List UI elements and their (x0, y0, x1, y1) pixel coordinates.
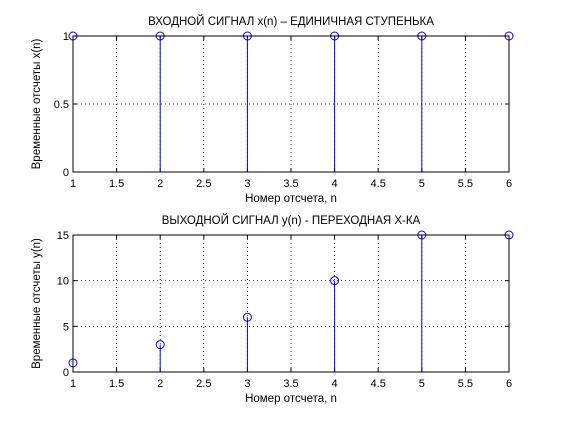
x-tick-label: 2.5 (196, 178, 211, 190)
x-tick-label: 4.5 (371, 178, 386, 190)
y-tick-label: 10 (57, 276, 69, 288)
y-tick-label: 0.5 (54, 99, 69, 111)
x-tick-label: 5 (419, 178, 425, 190)
y-tick-label: 15 (57, 230, 69, 242)
x-tick-label: 4 (332, 378, 338, 390)
stem-marker (155, 340, 165, 350)
x-tick-label: 1.5 (109, 178, 124, 190)
x-tick-label: 2 (157, 378, 163, 390)
axes-box (72, 35, 510, 173)
chart-title: ВХОДНОЙ СИГНАЛ x(n) – ЕДИНИЧНАЯ СТУПЕНЬК… (148, 15, 434, 28)
x-tick-label: 5 (419, 378, 425, 390)
axes-box (72, 234, 510, 373)
subplot-2: 1 1.5 2 2.5 3 3.5 4 4.5 5 5.5 6 0 5 10 15 ВЫХОДНОЙ СИГН… (31, 214, 514, 405)
chart-title: ВЫХОДНОЙ СИГНАЛ y(n) - ПЕРЕХОДНАЯ Х-КА (162, 214, 421, 227)
x-tick-label: 1 (70, 178, 76, 190)
stem-marker (330, 276, 340, 286)
stem-marker (242, 312, 252, 322)
x-axis-label: Номер отсчета, n (245, 393, 337, 405)
x-tick-label: 1 (70, 378, 76, 390)
subplot-1: 1 1.5 2 2.5 3 3.5 4 4.5 5 5.5 6 0 0.5 1 ВХОДНОЙ СИГНАЛ… (31, 15, 514, 205)
x-tick-label: 6 (506, 378, 512, 390)
x-tick-label: 6 (506, 178, 512, 190)
x-tick-label: 2.5 (196, 378, 211, 390)
y-tick-label: 5 (63, 321, 69, 333)
y-axis-label: Временные отсчеты x(n) (31, 38, 43, 169)
x-tick-label: 3 (244, 378, 250, 390)
x-tick-label: 4.5 (371, 378, 386, 390)
x-tick-label: 5.5 (458, 178, 473, 190)
x-tick-label: 4 (332, 178, 338, 190)
y-tick-label: 1 (63, 31, 69, 43)
x-axis-label: Номер отсчета, n (245, 193, 337, 205)
y-tick-label: 0 (63, 167, 69, 179)
y-axis-label: Временные отсчеты y(n) (31, 238, 43, 369)
x-tick-label: 5.5 (458, 378, 473, 390)
x-tick-label: 3.5 (283, 178, 298, 190)
x-tick-label: 3 (244, 178, 250, 190)
y-tick-label: 0 (63, 367, 69, 379)
x-tick-label: 1.5 (109, 378, 124, 390)
x-tick-label: 3.5 (283, 378, 298, 390)
x-tick-label: 2 (157, 178, 163, 190)
